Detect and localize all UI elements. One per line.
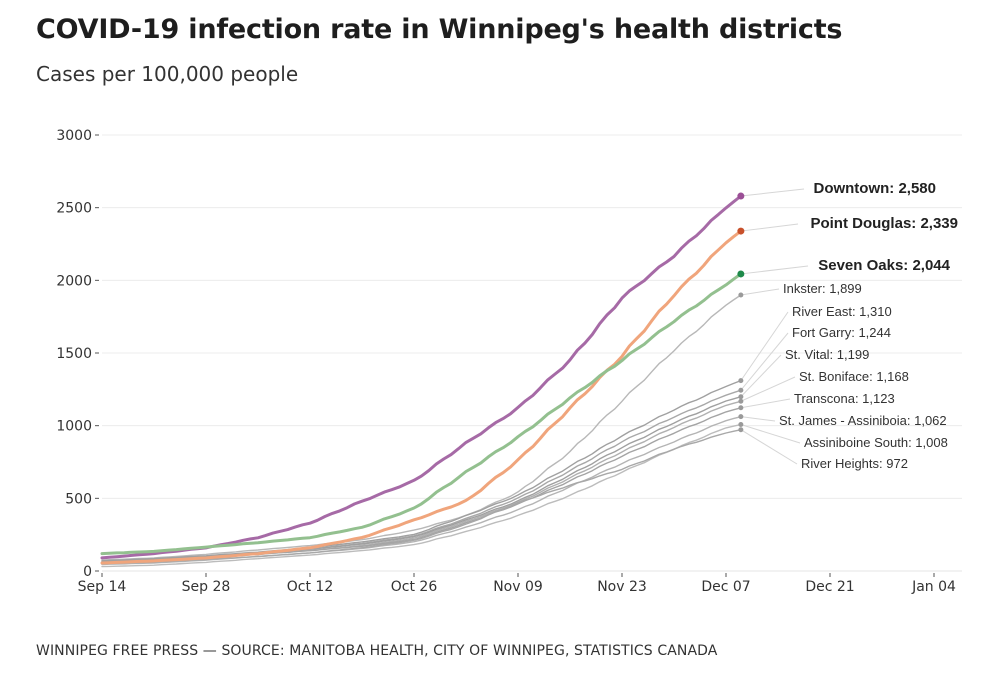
series-label-downtown: Downtown: 2,580 (813, 180, 936, 197)
source-credit: WINNIPEG FREE PRESS — SOURCE: MANITOBA H… (36, 643, 718, 659)
y-tick-label: 0 (83, 564, 92, 580)
leader-line-st-james-assiniboia (740, 416, 776, 422)
series-label-transcona: Transcona: 1,123 (794, 391, 895, 406)
leader-line-seven-oaks (740, 265, 809, 275)
y-tick-label: 3000 (56, 128, 92, 144)
endpoint-dot-seven-oaks (737, 270, 745, 278)
leader-line-downtown (740, 188, 805, 197)
endpoint-dot-river-heights (738, 427, 744, 433)
y-axis: 0 500 1000 1500 2000 2500 3000 (56, 128, 99, 580)
series-labels: Downtown: 2,580 Point Douglas: 2,339 Seven… (779, 180, 958, 471)
leader-line-assiniboine-south (740, 424, 801, 444)
series-label-inkster: Inkster: 1,899 (783, 281, 862, 296)
endpoint-dot-inkster (738, 292, 744, 298)
y-tick-label: 500 (65, 491, 92, 507)
y-tick-label: 2000 (56, 273, 92, 289)
leader-line-river-heights (740, 429, 798, 465)
x-tick-label: Nov 23 (597, 579, 647, 595)
y-tick-label: 2500 (56, 201, 92, 217)
series-label-fort-garry: Fort Garry: 1,244 (792, 325, 891, 340)
series-lines (100, 194, 743, 568)
series-label-river-heights: River Heights: 972 (801, 456, 908, 471)
series-label-point-douglas: Point Douglas: 2,339 (810, 215, 958, 232)
series-label-seven-oaks: Seven Oaks: 2,044 (818, 257, 950, 274)
series-line-assiniboine-south (101, 423, 742, 568)
series-line-seven-oaks (100, 272, 743, 556)
leader-line-st-vital (740, 354, 782, 398)
x-tick-label: Oct 12 (287, 579, 333, 595)
leader-line-fort-garry (740, 332, 789, 391)
x-tick-label: Nov 09 (493, 579, 543, 595)
series-label-assiniboine-south: Assiniboine South: 1,008 (804, 435, 948, 450)
endpoint-dot-assiniboine-south (738, 422, 744, 428)
endpoint-dot-st-vital (738, 394, 744, 400)
x-axis: Sep 14 Sep 28 Oct 12 Oct 26 Nov 09 Nov 23 Dec … (78, 573, 956, 595)
endpoint-dot-st-boniface (738, 398, 744, 404)
endpoint-dot-transcona (738, 405, 744, 411)
endpoint-dot-river-east (738, 378, 744, 384)
x-tick-label: Dec 07 (701, 579, 750, 595)
x-tick-label: Oct 26 (391, 579, 438, 595)
leader-line-river-east (740, 311, 789, 381)
x-tick-label: Sep 14 (78, 579, 127, 595)
x-tick-label: Sep 28 (182, 579, 231, 595)
y-tick-label: 1500 (56, 346, 92, 362)
y-tick-label: 1000 (56, 419, 92, 435)
endpoint-dot-fort-garry (738, 387, 744, 393)
series-line-point-douglas (100, 229, 743, 565)
endpoint-dot-st-james-assiniboia (738, 414, 744, 420)
series-line-st-james-assiniboia (101, 416, 742, 566)
leader-line-point-douglas (740, 223, 799, 232)
endpoint-dot-point-douglas (737, 227, 745, 235)
label-leader-lines (740, 188, 809, 465)
series-label-st-james-assiniboia: St. James - Assiniboia: 1,062 (779, 413, 947, 428)
series-line-inkster (101, 294, 742, 561)
chart-subtitle: Cases per 100,000 people (36, 62, 299, 86)
leader-line-transcona (740, 398, 791, 409)
leader-line-st-boniface (740, 376, 796, 402)
chart-title: COVID-19 infection rate in Winnipeg's he… (36, 14, 843, 45)
series-label-st-boniface: St. Boniface: 1,168 (799, 369, 909, 384)
x-tick-label: Dec 21 (805, 579, 854, 595)
series-label-river-east: River East: 1,310 (792, 304, 892, 319)
series-endpoints (737, 192, 745, 433)
leader-line-inkster (740, 288, 780, 296)
x-tick-label: Jan 04 (911, 579, 956, 595)
endpoint-dot-downtown (737, 192, 745, 200)
series-label-st-vital: St. Vital: 1,199 (785, 347, 869, 362)
